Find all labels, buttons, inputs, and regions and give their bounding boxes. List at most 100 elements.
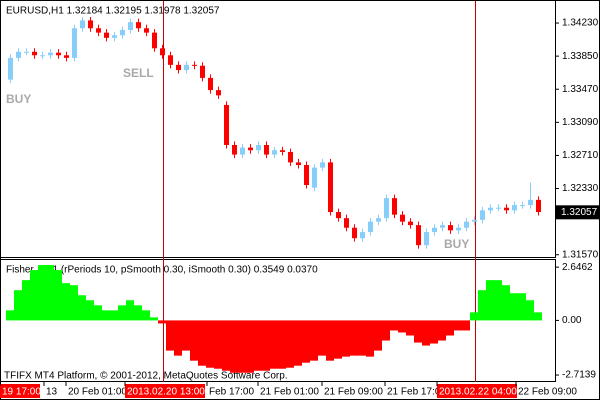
candle-body xyxy=(408,221,413,226)
histogram-bar xyxy=(422,320,430,346)
histogram-bar xyxy=(462,320,470,331)
histogram-bar xyxy=(246,320,254,373)
candle-body xyxy=(528,199,533,206)
candle-body xyxy=(536,199,541,213)
chart-title: EURUSD,H1 1.32184 1.32195 1.31978 1.3205… xyxy=(6,6,220,17)
histogram-bar xyxy=(326,320,334,361)
x-tick-label: 2013.02.20 13:00 xyxy=(127,387,205,398)
histogram-bar xyxy=(270,320,278,369)
histogram-bar xyxy=(526,300,534,321)
histogram-bar xyxy=(110,310,118,321)
histogram-bar xyxy=(414,320,422,343)
candle-body xyxy=(352,227,357,239)
y-tick-label: 1.32330 xyxy=(562,183,599,194)
signal-label: BUY xyxy=(6,92,31,106)
histogram-bar xyxy=(358,320,366,356)
candle-body xyxy=(496,207,501,209)
candle-body xyxy=(480,210,485,220)
candle-body xyxy=(24,51,29,53)
candle-body xyxy=(288,151,293,163)
candle-body xyxy=(440,225,445,228)
histogram-bar xyxy=(510,293,518,321)
histogram-bar xyxy=(214,320,222,369)
candle-body xyxy=(264,144,269,155)
candle-body xyxy=(376,218,381,222)
histogram-bar xyxy=(390,320,398,331)
histogram-bar xyxy=(118,305,126,321)
histogram-bar xyxy=(86,300,94,321)
histogram-bar xyxy=(502,285,510,321)
candle-body xyxy=(232,144,237,155)
x-tick-label: 2013.02.22 04:00 xyxy=(439,387,517,398)
signal-label: SELL xyxy=(123,66,154,80)
histogram-bar xyxy=(54,270,62,321)
candle-body xyxy=(328,162,333,213)
histogram-bar xyxy=(454,320,462,331)
histogram-bar xyxy=(430,320,438,344)
histogram-bar xyxy=(254,320,262,371)
candle-body xyxy=(464,221,469,228)
candle-body xyxy=(216,90,221,96)
candle-body xyxy=(144,28,149,33)
candle-body xyxy=(240,147,245,155)
x-tick-label: 21 Feb 09:00 xyxy=(324,387,383,398)
histogram-bar xyxy=(278,320,286,369)
histogram-bar xyxy=(406,320,414,336)
candle-body xyxy=(32,51,37,56)
histogram-bar xyxy=(230,320,238,373)
candle-body xyxy=(168,55,173,65)
candle-body xyxy=(208,77,213,91)
histogram-bar xyxy=(102,310,110,321)
histogram-bar xyxy=(366,320,374,357)
histogram-bar xyxy=(70,285,78,321)
y-tick-label: -2.7139 xyxy=(562,370,596,381)
histogram-bar xyxy=(38,265,46,321)
histogram-bar xyxy=(206,320,214,368)
candle-body xyxy=(520,205,525,207)
x-label-highlight xyxy=(0,384,40,398)
histogram-bar xyxy=(62,283,70,321)
main-panel xyxy=(0,0,556,258)
candle-body xyxy=(160,48,165,56)
histogram-bar xyxy=(470,312,478,321)
histogram-bar xyxy=(438,320,446,341)
candle-body xyxy=(392,198,397,215)
candle-body xyxy=(384,198,389,219)
candle-body xyxy=(72,28,77,58)
histogram-bar xyxy=(134,305,142,321)
candle-body xyxy=(88,20,93,29)
current-price-box xyxy=(556,205,599,220)
histogram-bar xyxy=(294,320,302,366)
histogram-bar xyxy=(126,300,134,321)
x-tick-label: 19 17:00 xyxy=(2,387,41,398)
candle-body xyxy=(152,32,157,49)
candle-body xyxy=(368,221,373,233)
candle-body xyxy=(56,52,61,56)
signal-label: BUY xyxy=(444,237,469,251)
candle-body xyxy=(192,64,197,66)
candle-body xyxy=(432,227,437,233)
candle-body xyxy=(488,207,493,211)
histogram-bar xyxy=(30,270,38,321)
histogram-bar xyxy=(198,320,206,366)
histogram-bar xyxy=(374,320,382,351)
histogram-bar xyxy=(46,265,54,321)
histogram-bar xyxy=(286,320,294,368)
histogram-bar xyxy=(518,293,526,321)
candle-body xyxy=(400,214,405,222)
candle-body xyxy=(344,218,349,228)
histogram-bar xyxy=(350,320,358,356)
candle-body xyxy=(96,28,101,33)
candle-body xyxy=(320,162,325,168)
histogram-bar xyxy=(478,290,486,321)
y-tick-label: 1.32710 xyxy=(562,150,599,161)
candle-body xyxy=(472,219,477,222)
candle-body xyxy=(200,65,205,78)
histogram-bar xyxy=(262,320,270,371)
x-label-highlight xyxy=(437,384,517,398)
histogram-bar xyxy=(302,320,310,363)
histogram-bar xyxy=(446,320,454,336)
histogram-bar xyxy=(150,317,158,321)
candle-body xyxy=(280,150,285,152)
